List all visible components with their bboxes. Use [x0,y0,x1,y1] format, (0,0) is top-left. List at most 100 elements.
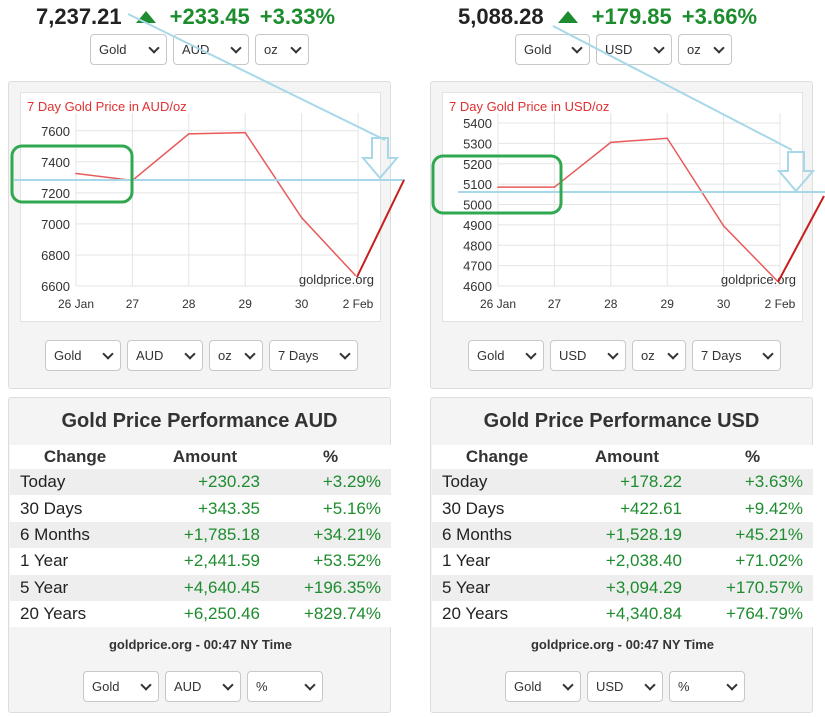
x-tick-label: 30 [295,297,309,311]
price-chart: 6600 6800 7000 7200 7400 7600 26 Jan 27 28 29 30 2 … [41,113,374,311]
chevron-down-icon [762,347,774,360]
metal-select[interactable]: Gold [515,34,590,65]
performance-card: Gold Price Performance USD Change Amount… [430,397,813,713]
chart-select-row: Gold USD oz 7 Days [468,340,781,371]
up-arrow-icon [135,11,156,23]
unit-select[interactable]: oz [209,340,263,371]
price-change: +179.85 [591,4,672,29]
chart-plot: 4600 4700 4800 4900 5000 5100 5200 5300 5400 26 J… [442,92,803,322]
chevron-down-icon [148,41,160,54]
chevron-down-icon [140,678,152,691]
series-line [498,137,778,282]
y-tick-label: 7400 [41,155,70,170]
chevron-down-icon [571,41,583,54]
spot-price: 5,088.28 [458,4,544,29]
currency-select[interactable]: AUD [173,34,249,65]
unit-select[interactable]: oz [632,340,686,371]
table-row: 20 Years +4,340.84 +764.79% [432,600,813,628]
table-header: Change Amount % [432,445,813,469]
data-point [300,216,303,219]
table-row: 5 Year +4,640.45 +196.35% [10,574,391,601]
up-arrow-icon [557,11,578,23]
chevron-down-icon [230,41,242,54]
currency-select[interactable]: USD [596,34,672,65]
data-point [244,131,246,134]
table-row: 1 Year +2,038.40 +71.02% [432,548,813,575]
data-point [610,141,612,144]
period-select[interactable]: 7 Days [269,340,358,371]
currency-select[interactable]: USD [550,340,626,371]
chevron-down-icon [644,678,656,691]
data-point [722,225,725,227]
header-amount: Amount [562,445,692,469]
chart-card: 6600 6800 7000 7200 7400 7600 26 Jan 27 28 29 30 2 … [8,81,391,389]
table-row: Today +178.22 +3.63% [432,469,813,496]
series-line [75,131,356,276]
table-row: 6 Months +1,528.19 +45.21% [432,521,813,549]
chevron-down-icon [244,347,256,360]
y-tick-label: 5300 [463,136,492,151]
top-select-row: Gold AUD oz [90,34,309,65]
chevron-down-icon [713,41,725,54]
unit-select[interactable]: oz [255,34,309,65]
y-tick-label: 5400 [463,116,492,131]
performance-title: Gold Price Performance AUD [61,410,338,432]
data-point [553,186,556,188]
metal-select[interactable]: Gold [505,671,581,702]
data-point [354,274,356,276]
x-tick-label: 26 Jan [58,297,94,311]
chevron-down-icon [304,678,316,691]
panel-aud: 7,237.21 +233.45 +3.33% Gold AUD oz 6600… [0,0,391,717]
metal-select[interactable]: Gold [83,671,159,702]
x-tick-label: 2 Feb [765,297,796,311]
chevron-down-icon [726,678,738,691]
chart-card: 4600 4700 4800 4900 5000 5100 5200 5300 5400 26 J… [430,81,813,389]
chevron-down-icon [562,678,574,691]
chevron-down-icon [525,347,537,360]
metal-select[interactable]: Gold [468,340,544,371]
table-row: 5 Year +3,094.29 +170.57% [432,574,813,601]
metal-select[interactable]: Gold [45,340,121,371]
table-header: Change Amount % [10,445,391,469]
table-row: 1 Year +2,441.59 +53.52% [10,548,391,575]
y-tick-label: 7600 [41,124,70,139]
currency-select[interactable]: USD [587,671,663,702]
data-point [666,137,668,140]
chevron-down-icon [653,41,665,54]
currency-select[interactable]: AUD [165,671,241,702]
change-unit-select[interactable]: % [669,671,745,702]
table-row: 6 Months +1,785.18 +34.21% [10,521,391,549]
change-unit-select[interactable]: % [247,671,323,702]
table-row: 30 Days +343.35 +5.16% [10,495,391,522]
chevron-down-icon [222,678,234,691]
y-tick-label: 7200 [41,186,70,201]
performance-table: Change Amount % Today +178.22 +3.63% 30 Da… [432,445,813,628]
x-tick-label: 30 [717,297,731,311]
x-tick-label: 28 [182,297,196,311]
chevron-down-icon [184,347,196,360]
price-change-percent: +3.66% [681,4,758,29]
chevron-down-icon [607,347,619,360]
x-tick-label: 28 [604,297,618,311]
y-tick-label: 6800 [41,248,70,263]
y-tick-label: 5200 [463,157,492,172]
header-change: Change [10,445,140,469]
x-tick-label: 29 [661,297,675,311]
data-point [131,179,134,182]
period-select[interactable]: 7 Days [692,340,781,371]
y-tick-label: 7000 [41,217,70,232]
header-change: Change [432,445,562,469]
chevron-down-icon [667,347,679,360]
performance-table: Change Amount % Today +230.23 +3.29% 30 Da… [10,445,391,628]
data-point [188,133,190,135]
price-ticker: 7,237.21 +233.45 +3.33% [36,2,335,32]
y-tick-label: 5000 [463,198,492,213]
performance-footer: goldprice.org - 00:47 NY Time [530,637,714,652]
x-tick-label: 2 Feb [343,297,374,311]
metal-select[interactable]: Gold [90,34,167,65]
data-point [497,186,499,188]
top-select-row: Gold USD oz [515,34,732,65]
currency-select[interactable]: AUD [127,340,203,371]
chart-plot: 6600 6800 7000 7200 7400 7600 26 Jan 27 28 29 30 2 … [20,92,381,322]
unit-select[interactable]: oz [678,34,732,65]
